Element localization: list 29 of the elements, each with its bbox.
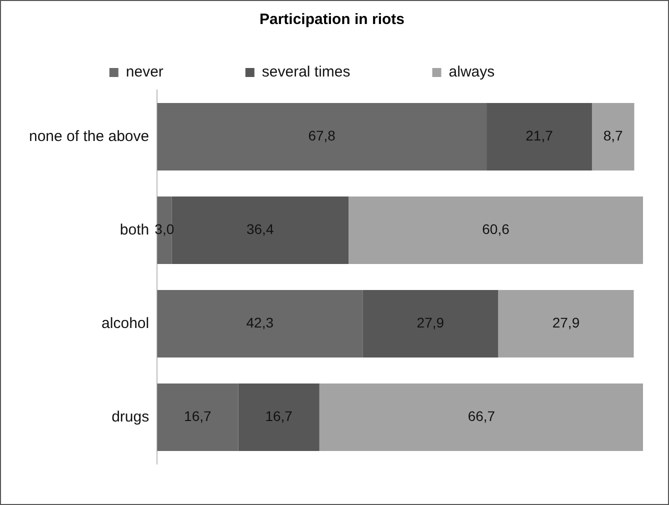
bar: [362, 290, 498, 358]
data-label: 16,7: [265, 408, 293, 424]
y-tick-label: both: [120, 221, 150, 238]
legend-label: never: [126, 64, 224, 81]
chart-title: Participation in riots: [259, 11, 405, 28]
bar: [157, 383, 238, 452]
data-label: 27,9: [552, 314, 580, 331]
bar: [486, 102, 592, 171]
data-label: 36,4: [246, 221, 274, 238]
bar: [238, 383, 320, 452]
bar: [498, 290, 634, 358]
bar: [157, 102, 487, 171]
data-label: 27,9: [416, 314, 444, 331]
y-tick-label: alcohol: [102, 314, 150, 332]
data-label: 66,7: [468, 408, 496, 424]
data-label: 21,7: [526, 128, 554, 144]
data-label: 42,3: [246, 314, 274, 331]
bar: [348, 196, 643, 264]
y-tick-label: drugs: [112, 408, 150, 426]
y-tick-label: none of the above: [28, 128, 150, 145]
bar: [592, 102, 634, 171]
bar: [157, 290, 363, 358]
legend-label: always: [448, 64, 555, 81]
data-label: 8,7: [603, 128, 624, 144]
legend-label: several times: [262, 64, 410, 81]
data-label: 60,6: [482, 221, 510, 238]
bar: [319, 383, 643, 452]
data-label: 16,7: [184, 408, 212, 424]
data-label: 67,8: [308, 128, 336, 144]
